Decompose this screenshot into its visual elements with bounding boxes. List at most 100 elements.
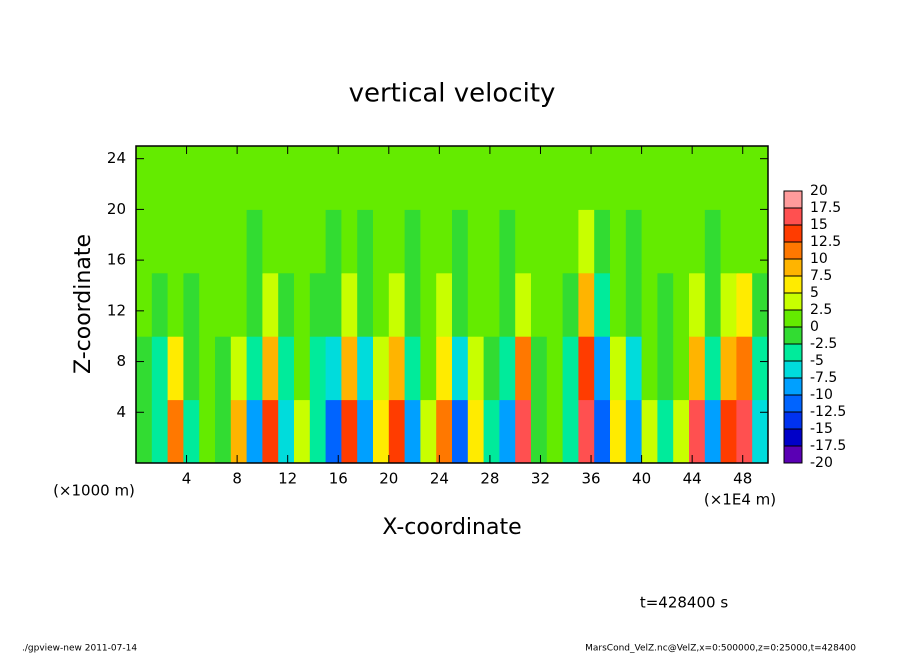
heat-cell <box>610 146 627 210</box>
heat-cell <box>546 336 564 401</box>
y-tick-label: 12 <box>107 301 126 319</box>
heat-cell <box>278 399 295 464</box>
heat-cell <box>341 399 358 464</box>
heat-cell <box>736 146 753 210</box>
heat-cell <box>341 209 358 274</box>
colorbar-swatch <box>784 276 802 293</box>
heat-cell <box>420 272 437 337</box>
heat-cell <box>388 399 406 464</box>
heat-cell <box>325 272 342 337</box>
heat-cell <box>673 272 690 337</box>
heat-cell <box>736 272 753 337</box>
heat-cell <box>357 336 374 401</box>
heat-cell <box>752 272 769 337</box>
heat-cell <box>689 336 706 401</box>
heat-cell <box>720 336 737 401</box>
heat-cell <box>388 146 406 210</box>
heat-cell <box>357 146 374 210</box>
heat-cell <box>483 336 500 401</box>
heat-cell <box>483 399 500 464</box>
heat-cell <box>720 146 737 210</box>
heat-cell <box>215 272 232 337</box>
colorbar-swatch <box>784 191 802 208</box>
heat-cell <box>531 336 548 401</box>
colorbar-label: -5 <box>810 353 824 369</box>
heat-cell <box>689 146 706 210</box>
heat-cell <box>594 146 611 210</box>
colorbar-label: 17.5 <box>810 200 841 216</box>
heat-cell <box>515 399 532 464</box>
heat-cell <box>167 209 184 274</box>
colorbar-label: 2.5 <box>810 302 832 318</box>
colorbar-swatch <box>784 293 802 310</box>
heat-cell <box>151 336 169 401</box>
heat-cell <box>704 336 722 401</box>
y-unit: (×1000 m) <box>53 482 135 500</box>
heat-cell <box>167 336 184 401</box>
heat-cell <box>167 272 184 337</box>
y-tick-label: 8 <box>116 352 126 370</box>
heat-cell <box>404 146 421 210</box>
heat-cell <box>736 399 753 464</box>
y-tick-label: 4 <box>116 403 126 421</box>
heat-cell <box>404 399 421 464</box>
heat-cell <box>183 399 200 464</box>
colorbar-label: 12.5 <box>810 234 841 250</box>
heat-cell <box>246 399 263 464</box>
colorbar-label: 10 <box>810 251 828 267</box>
heat-cell <box>404 209 421 274</box>
heat-cell <box>720 272 737 337</box>
colorbar-swatch <box>784 429 802 446</box>
heat-cell <box>641 336 658 401</box>
heat-cell <box>436 336 453 401</box>
heat-cell <box>136 272 153 337</box>
heat-cell <box>562 146 579 210</box>
heat-cell <box>752 146 769 210</box>
heat-cell <box>704 399 722 464</box>
heat-cell <box>341 336 358 401</box>
heat-cell <box>151 209 169 274</box>
heat-cell <box>404 272 421 337</box>
heat-cell <box>594 399 611 464</box>
heat-cell <box>467 146 485 210</box>
heat-cell <box>294 272 311 337</box>
colorbar-swatch <box>784 395 802 412</box>
y-axis-label: Z-coordinate <box>71 234 96 374</box>
heat-cell <box>467 336 485 401</box>
heat-cell <box>452 272 469 337</box>
heat-cell <box>531 272 548 337</box>
heat-cell <box>278 336 295 401</box>
heat-cell <box>357 399 374 464</box>
heat-cell <box>309 399 327 464</box>
heat-cell <box>436 209 453 274</box>
x-tick-label: 48 <box>733 470 752 488</box>
heat-cell <box>294 399 311 464</box>
x-unit: (×1E4 m) <box>704 491 776 509</box>
heat-cell <box>246 336 263 401</box>
colorbar-swatch <box>784 225 802 242</box>
footer-left: ./gpview-new 2011-07-14 <box>22 644 137 654</box>
heat-cell <box>373 272 390 337</box>
heat-cell <box>467 209 485 274</box>
heat-cell <box>420 209 437 274</box>
heat-cell <box>151 146 169 210</box>
heat-cell <box>657 209 674 274</box>
heat-cell <box>720 209 737 274</box>
heat-cell <box>562 272 579 337</box>
heat-cell <box>610 272 627 337</box>
heat-cell <box>278 272 295 337</box>
heat-cell <box>673 399 690 464</box>
x-tick-label: 16 <box>329 470 348 488</box>
heat-cell <box>515 336 532 401</box>
x-tick-label: 20 <box>379 470 398 488</box>
heat-cell <box>262 336 279 401</box>
colorbar-swatch <box>784 327 802 344</box>
heat-cell <box>325 209 342 274</box>
heat-cell <box>578 399 595 464</box>
colorbar-swatch <box>784 412 802 429</box>
heat-cell <box>199 209 216 274</box>
colorbar-swatch <box>784 378 802 395</box>
heat-cell <box>420 336 437 401</box>
heat-cell <box>499 209 516 274</box>
x-tick-label: 12 <box>278 470 297 488</box>
